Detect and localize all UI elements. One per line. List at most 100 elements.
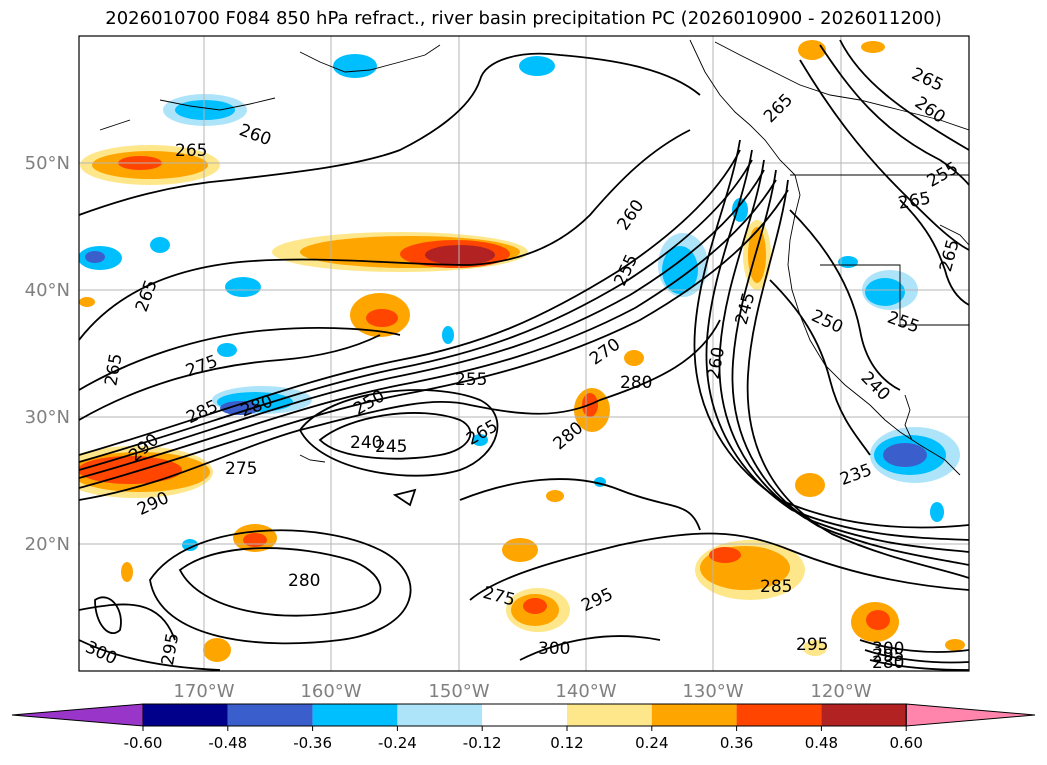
contour-line <box>799 59 969 251</box>
lat-tick-label: 30°N <box>25 407 70 428</box>
colorbar-segment <box>312 704 398 726</box>
coastline <box>714 41 969 131</box>
contour-label: 300 <box>538 639 570 659</box>
map-frame <box>78 35 970 672</box>
colorbar-tick-label: -0.60 <box>124 734 163 752</box>
precip-area <box>519 56 555 76</box>
contour-line <box>79 159 753 463</box>
precip-area <box>333 54 377 78</box>
contour-label: 280 <box>288 571 320 591</box>
contour-label: 275 <box>225 459 257 479</box>
precip-area <box>425 245 495 265</box>
precip-area <box>502 538 538 562</box>
contour-label: 280 <box>620 373 652 393</box>
contour-line <box>769 279 871 456</box>
contour-label: 295 <box>872 646 904 666</box>
contour-line <box>79 639 221 671</box>
contour-line <box>79 334 381 421</box>
contour-label: 255 <box>455 370 487 390</box>
lat-tick-label: 50°N <box>25 153 70 174</box>
contour-line <box>79 179 777 479</box>
contour-line <box>859 639 969 653</box>
contour-line <box>819 44 969 186</box>
precip-area <box>945 639 965 651</box>
precip-area <box>85 251 105 263</box>
lon-tick-label: 130°W <box>682 681 743 700</box>
contour-line <box>79 169 765 471</box>
colorbar-tick-label: -0.36 <box>293 734 332 752</box>
colorbar-tick-label: 0.48 <box>805 734 838 752</box>
colorbar-tick-label: 0.36 <box>720 734 753 752</box>
contour-line <box>79 129 691 341</box>
colorbar-extend-max <box>905 703 1036 727</box>
contour-line <box>899 199 969 306</box>
contour-line <box>839 39 969 151</box>
contour-label: 295 <box>796 635 828 655</box>
lon-tick-label: 120°W <box>810 681 871 700</box>
contour-line <box>79 189 789 489</box>
precip-area <box>624 350 644 366</box>
colorbar-tick-label: 0.60 <box>889 734 922 752</box>
map-title: 2026010700 F084 850 hPa refract., river … <box>105 8 942 29</box>
colorbar-tick-label: -0.12 <box>463 734 502 752</box>
precip-area <box>220 401 260 415</box>
contour-line <box>746 179 969 579</box>
precip-area <box>79 456 182 484</box>
colorbar-tick-label: -0.48 <box>208 734 247 752</box>
precip-area <box>798 40 826 60</box>
contour-label: 265 <box>175 141 207 161</box>
map-panel: 265 260 265 265 275 285 280 290 290 275 … <box>25 35 970 700</box>
longitude-ticks: 170°W 160°W 150°W 140°W 130°W 120°W <box>173 681 871 700</box>
colorbar-segment <box>567 704 652 726</box>
precip-area <box>217 343 237 357</box>
lat-tick-label: 20°N <box>25 534 70 555</box>
contour-line <box>693 139 969 529</box>
precip-area <box>861 41 885 53</box>
contour-line <box>864 649 969 664</box>
precip-area <box>121 562 133 582</box>
coastlines <box>99 39 969 476</box>
precip-area <box>79 297 95 307</box>
precip-area <box>709 547 741 563</box>
colorbar-segment <box>143 704 228 726</box>
precip-area <box>182 539 198 551</box>
precip-area <box>472 434 488 446</box>
contour-line <box>318 412 472 460</box>
contour-line <box>789 209 901 391</box>
contour-line <box>392 488 417 507</box>
contour-line <box>178 547 382 617</box>
precip-area <box>866 610 890 630</box>
colorbar-segment <box>227 704 313 726</box>
colorbar-tick-label: -0.24 <box>378 734 417 752</box>
contour-line <box>149 529 412 645</box>
coastline <box>159 97 276 111</box>
contour-line <box>869 659 969 671</box>
contour-line <box>298 389 499 477</box>
contour-label: 240 <box>350 433 382 453</box>
colorbar-extend-min <box>11 703 144 727</box>
coastline <box>820 264 969 326</box>
contour-label: 280 <box>872 653 904 673</box>
precip-area <box>150 237 170 253</box>
contour-line <box>94 596 122 634</box>
coastline <box>689 39 961 476</box>
precip-area <box>243 533 267 547</box>
colorbar-segment <box>397 704 483 726</box>
precip-area <box>883 443 927 467</box>
refractivity-contours <box>79 39 969 671</box>
colorbar-segment <box>482 704 567 726</box>
coastline <box>99 119 131 131</box>
contour-line <box>79 327 401 391</box>
contour-line <box>519 635 661 661</box>
lon-tick-label: 170°W <box>173 681 234 700</box>
precip-area <box>803 640 827 656</box>
precip-area <box>930 502 944 522</box>
precip-area <box>442 326 454 344</box>
lat-tick-label: 40°N <box>25 280 70 301</box>
contour-line <box>469 532 969 601</box>
contour-line <box>79 319 721 501</box>
precip-area <box>225 277 261 297</box>
precip-area <box>366 309 398 327</box>
precip-area <box>203 638 231 662</box>
coastline <box>904 394 913 441</box>
